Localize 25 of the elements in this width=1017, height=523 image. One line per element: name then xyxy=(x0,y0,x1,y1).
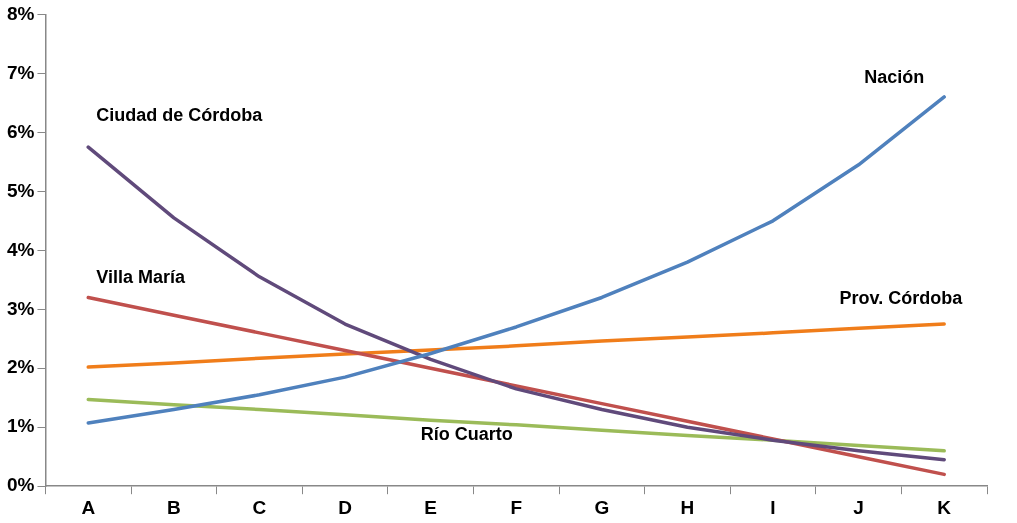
x-tick-label: J xyxy=(853,496,864,518)
y-tick-label: 8% xyxy=(6,2,35,24)
y-tick-label: 6% xyxy=(6,120,35,142)
x-tick-label: A xyxy=(81,496,96,518)
x-tick-label: E xyxy=(424,496,437,518)
series-label: Ciudad de Córdoba xyxy=(96,105,264,126)
x-tick-label: C xyxy=(252,496,267,518)
y-tick-label: 0% xyxy=(6,474,35,496)
x-tick-label: G xyxy=(594,496,610,518)
series-label: Nación xyxy=(864,66,925,87)
y-tick-label: 1% xyxy=(6,415,35,437)
y-tick-label: 3% xyxy=(6,297,35,319)
x-tick-label: B xyxy=(166,496,181,518)
x-tick-label: I xyxy=(770,496,776,518)
series-label: Villa María xyxy=(96,267,186,288)
x-tick-label: F xyxy=(510,496,523,518)
y-tick-label: 2% xyxy=(6,356,35,378)
series-label: Prov. Córdoba xyxy=(839,287,964,308)
y-tick-label: 5% xyxy=(6,179,35,201)
y-tick-label: 7% xyxy=(6,61,35,83)
x-tick-label: D xyxy=(338,496,352,518)
x-tick-label: H xyxy=(680,496,695,518)
y-tick-label: 4% xyxy=(6,238,35,260)
x-tick-label: K xyxy=(937,496,952,518)
series-label: Río Cuarto xyxy=(420,424,513,445)
